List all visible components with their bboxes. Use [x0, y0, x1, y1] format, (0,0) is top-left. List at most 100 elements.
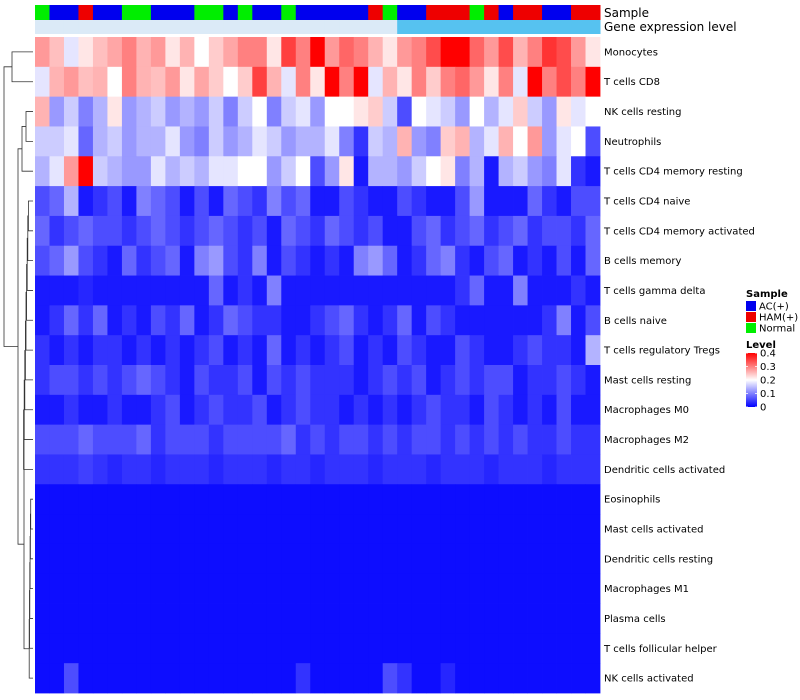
- sample-annotation-cell: [469, 5, 485, 20]
- sample-annotation-label: Sample: [604, 6, 649, 20]
- heatmap-cell: [513, 156, 528, 187]
- expression-annotation-cell: [484, 20, 500, 34]
- heatmap-cell: [498, 245, 514, 276]
- expression-annotation-cell: [194, 20, 210, 34]
- sample-annotation-cell: [498, 5, 514, 20]
- expression-annotation-cell: [440, 20, 456, 34]
- heatmap-cell: [353, 96, 369, 127]
- heatmap-cell: [469, 633, 485, 664]
- heatmap-cell: [179, 484, 195, 515]
- heatmap-cell: [571, 514, 586, 545]
- sample-annotation-cell: [35, 5, 50, 20]
- heatmap-cell: [397, 484, 413, 515]
- heatmap-cell: [411, 365, 427, 396]
- heatmap-cell: [542, 603, 557, 634]
- heatmap-cell: [397, 543, 413, 575]
- heatmap-cell: [150, 215, 166, 247]
- heatmap-cell: [281, 66, 297, 98]
- heatmap-cell: [469, 365, 485, 396]
- heatmap-cell: [368, 275, 384, 306]
- heatmap-cell: [281, 514, 297, 545]
- heatmap-cell: [63, 365, 79, 396]
- heatmap-cell: [310, 37, 326, 68]
- heatmap-cell: [194, 365, 210, 396]
- sample-annotation-cell: [208, 5, 224, 20]
- heatmap-cell: [310, 543, 326, 575]
- heatmap-cell: [542, 215, 557, 247]
- heatmap-cell: [585, 215, 601, 247]
- heatmap-cell: [469, 126, 485, 157]
- heatmap-cell: [353, 394, 369, 426]
- heatmap-cell: [527, 275, 543, 306]
- heatmap-cell: [136, 543, 152, 575]
- row-label: Plasma cells: [604, 614, 666, 625]
- heatmap-cell: [426, 245, 442, 276]
- heatmap-cell: [440, 37, 456, 68]
- heatmap-cell: [121, 573, 137, 604]
- heatmap-cell: [63, 126, 79, 157]
- heatmap-cell: [78, 66, 94, 98]
- sample-annotation-cell: [455, 5, 471, 20]
- heatmap-cell: [208, 573, 224, 604]
- heatmap-cell: [150, 365, 166, 396]
- heatmap-cell: [237, 573, 253, 604]
- heatmap-cell: [411, 663, 427, 694]
- heatmap-cell: [295, 633, 311, 664]
- heatmap-cell: [324, 245, 340, 276]
- level-tick-label: 0.3: [760, 362, 776, 373]
- heatmap-cell: [252, 573, 268, 604]
- heatmap-cell: [397, 96, 413, 127]
- heatmap-cell: [281, 305, 297, 336]
- heatmap-cell: [426, 424, 442, 455]
- heatmap-cell: [513, 275, 528, 306]
- heatmap-cell: [382, 37, 398, 68]
- heatmap-cell: [542, 484, 557, 515]
- heatmap-cell: [252, 275, 268, 306]
- heatmap-cell: [63, 66, 79, 98]
- heatmap-cell: [310, 633, 326, 664]
- heatmap-cell: [542, 66, 557, 98]
- heatmap-cell: [513, 633, 528, 664]
- heatmap-cell: [542, 633, 557, 664]
- heatmap-cell: [179, 573, 195, 604]
- row-label: T cells CD4 memory resting: [603, 167, 743, 178]
- heatmap-cell: [571, 663, 586, 694]
- heatmap-cell: [281, 603, 297, 634]
- heatmap-cell: [150, 126, 166, 157]
- heatmap-cell: [35, 335, 50, 366]
- heatmap-cell: [179, 633, 195, 664]
- heatmap-cell: [455, 126, 471, 157]
- heatmap-cell: [150, 186, 166, 217]
- heatmap-cell: [513, 186, 528, 217]
- heatmap-cell: [469, 156, 485, 187]
- sample-annotation-cell: [78, 5, 94, 20]
- heatmap-cell: [513, 573, 528, 604]
- heatmap-cell: [484, 156, 499, 187]
- heatmap-cell: [136, 96, 152, 127]
- heatmap-cell: [556, 126, 572, 157]
- heatmap-cell: [92, 603, 108, 634]
- heatmap-cell: [121, 335, 137, 366]
- heatmap-cell: [426, 156, 442, 187]
- heatmap-cell: [382, 543, 398, 575]
- dendrogram-branch: [23, 439, 30, 650]
- heatmap-cell: [35, 365, 50, 396]
- heatmap-cell: [121, 245, 137, 276]
- heatmap-cell: [484, 663, 499, 694]
- heatmap-cell: [542, 573, 557, 604]
- heatmap-cell: [527, 126, 543, 157]
- heatmap-cell: [35, 37, 50, 68]
- heatmap-cell: [585, 633, 601, 664]
- heatmap-cell: [121, 275, 137, 306]
- heatmap-cell: [295, 37, 311, 68]
- expression-annotation-cell: [92, 20, 108, 34]
- heatmap-cell: [35, 66, 50, 98]
- heatmap-cell: [513, 96, 528, 127]
- heatmap-cell: [542, 514, 557, 545]
- heatmap-cell: [310, 514, 326, 545]
- heatmap-cell: [382, 365, 398, 396]
- heatmap-cell: [382, 663, 398, 694]
- heatmap-cell: [527, 365, 543, 396]
- heatmap-cell: [542, 96, 557, 127]
